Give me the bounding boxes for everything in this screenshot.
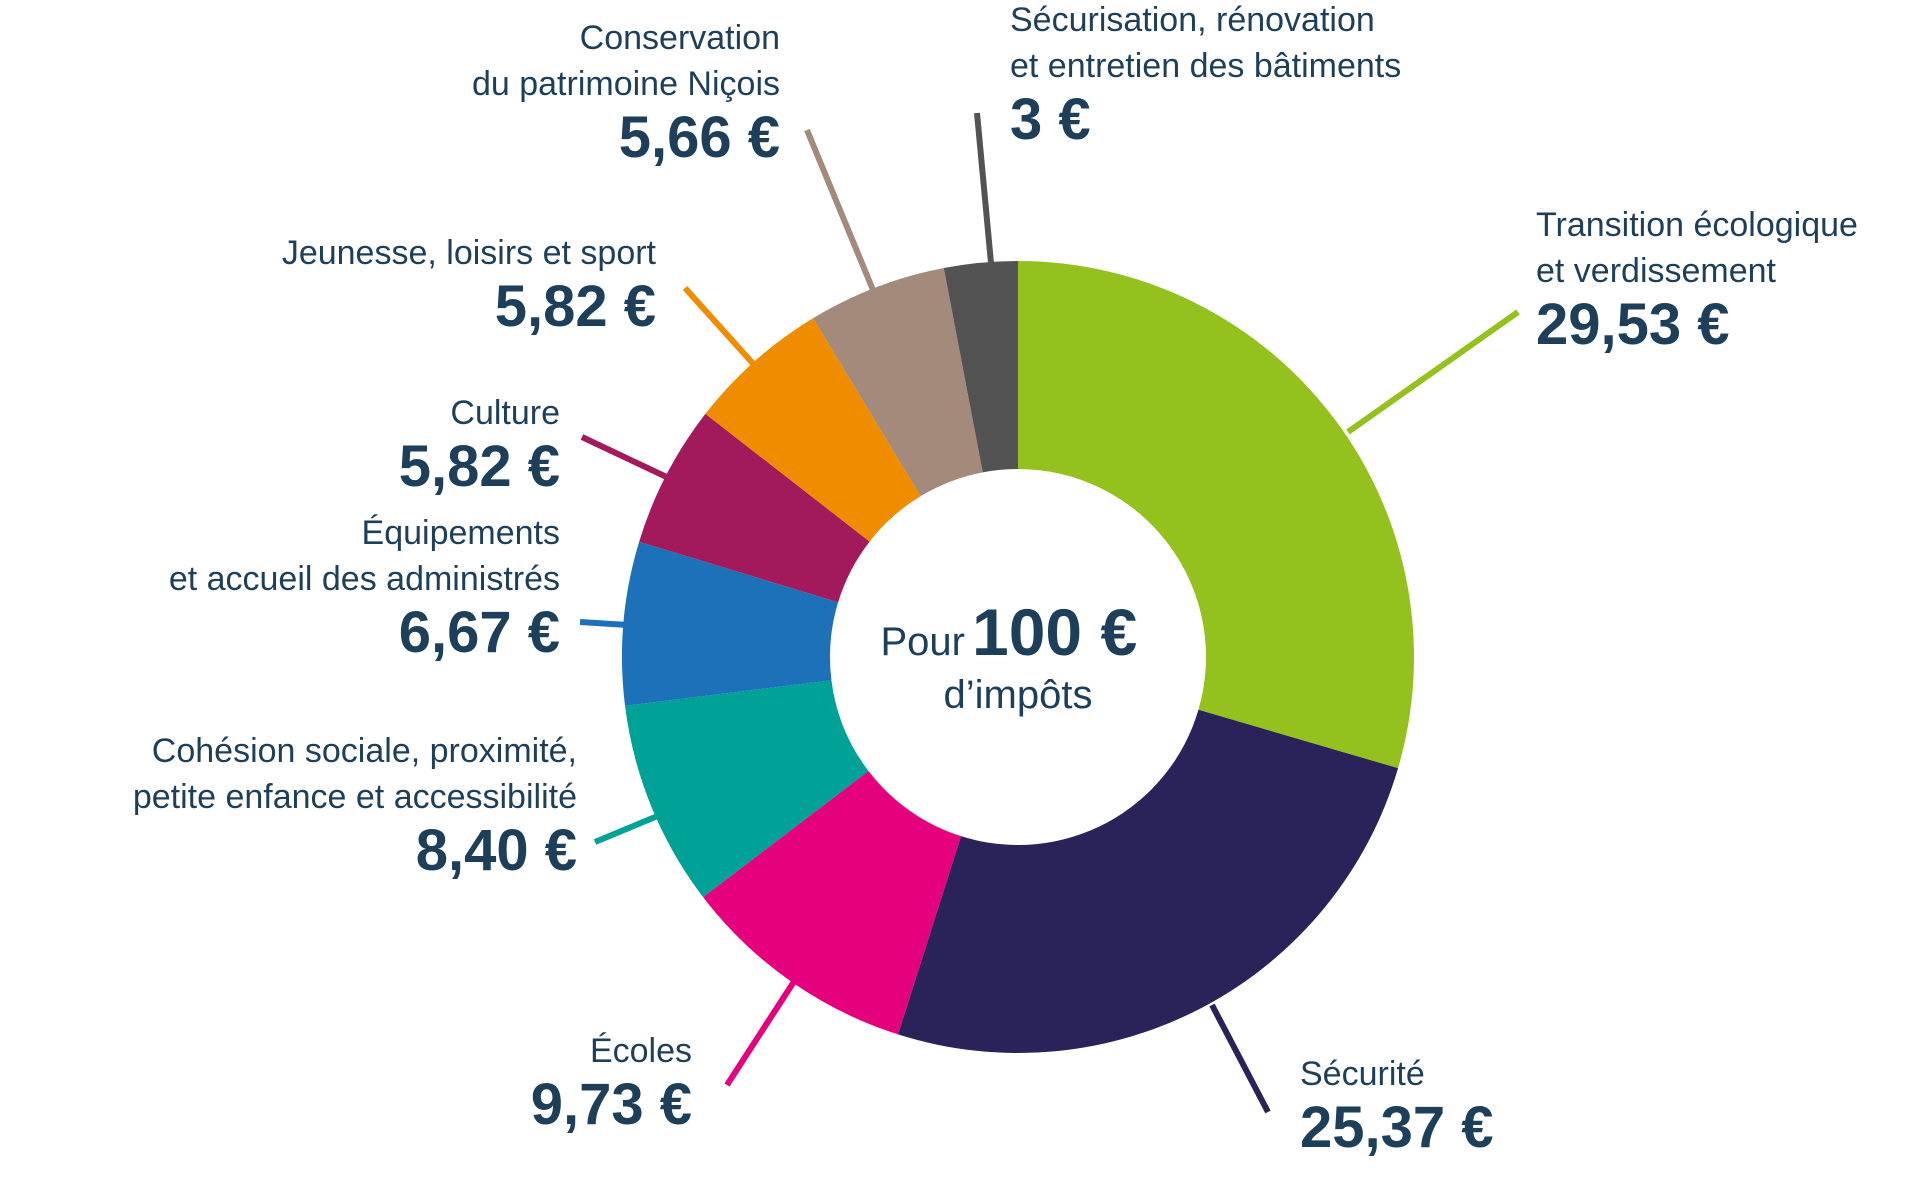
slice-value-6: 5,82 € (495, 274, 656, 339)
slice-value-8: 3 € (1010, 87, 1091, 152)
donut-slice-2 (703, 771, 962, 1035)
leader-line-1 (1209, 1003, 1271, 1114)
center-prefix: Pour (881, 620, 966, 664)
leader-lines (579, 112, 1520, 1114)
donut-slice-1 (897, 709, 1399, 1053)
slice-label-0-line-1: et verdissement (1536, 252, 1777, 290)
slice-label-3-line-1: petite enfance et accessibilité (133, 778, 577, 816)
slice-label-4-line-1: et accueil des administrés (169, 560, 560, 598)
slice-label-0-line-0: Transition écologique (1536, 206, 1858, 244)
slice-label-1-line-0: Sécurité (1300, 1055, 1425, 1093)
center-label: Pour 100 € d’impôts (881, 595, 1138, 717)
slice-value-0: 29,53 € (1536, 292, 1730, 357)
leader-line-3 (593, 812, 662, 845)
donut-slice-0 (1018, 261, 1414, 769)
slice-labels: Transition écologique et verdissement29,5… (133, 1, 1858, 1160)
slice-label-6-line-0: Jeunesse, loisirs et sport (282, 234, 657, 272)
slice-value-1: 25,37 € (1300, 1095, 1494, 1160)
leader-line-4 (579, 619, 629, 628)
slice-label-8-line-1: et entretien des bâtiments (1010, 47, 1401, 85)
donut-slice-4 (621, 541, 839, 706)
slice-label-7-line-1: du patrimoine Niçois (472, 65, 780, 103)
slice-value-5: 5,82 € (399, 434, 560, 499)
slice-value-2: 9,73 € (531, 1072, 692, 1137)
center-amount: 100 € (972, 595, 1137, 669)
slice-label-4-line-0: Équipements (362, 514, 560, 552)
leader-line-2 (724, 978, 798, 1087)
slice-value-4: 6,67 € (399, 600, 560, 665)
leader-line-0 (1346, 309, 1520, 435)
leader-line-8 (974, 112, 994, 264)
slice-label-8-line-0: Sécurisation, rénovation (1010, 1, 1375, 39)
slice-label-2-line-0: Écoles (590, 1032, 692, 1070)
donut-slice-3 (625, 680, 869, 898)
slice-label-7-line-0: Conservation (580, 19, 780, 57)
slice-label-3-line-0: Cohésion sociale, proximité, (152, 732, 577, 770)
donut-slice-6 (705, 318, 921, 542)
donut-slice-7 (813, 268, 983, 497)
leader-line-5 (580, 434, 677, 484)
center-suffix: d’impôts (944, 673, 1093, 717)
leader-line-7 (804, 128, 876, 292)
donut-slice-5 (639, 413, 870, 603)
donut-slices (621, 261, 1414, 1053)
slice-value-3: 8,40 € (416, 818, 577, 883)
leader-line-6 (682, 285, 760, 371)
slice-label-5-line-0: Culture (450, 394, 560, 432)
slice-value-7: 5,66 € (619, 105, 780, 170)
donut-slice-8 (943, 261, 1018, 473)
